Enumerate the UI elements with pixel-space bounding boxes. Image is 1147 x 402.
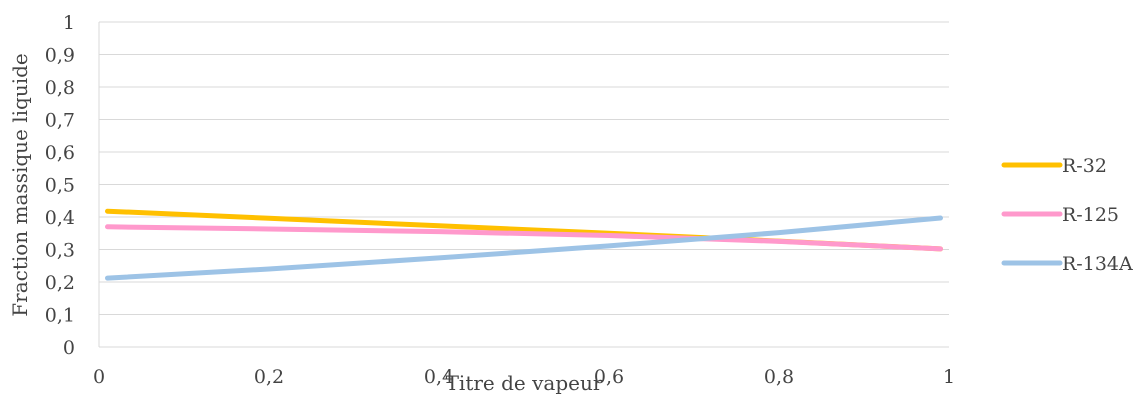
series-line-r-125 (105, 224, 943, 252)
x-tick-label: 0,8 (764, 366, 794, 388)
y-tick-label: 0,9 (45, 45, 75, 67)
y-tick-label: 0,3 (45, 240, 75, 262)
y-tick-label: 1 (63, 12, 75, 34)
legend-item: R-32 (1001, 155, 1107, 177)
legend-label: R-125 (1062, 204, 1119, 226)
y-tick-label: 0 (63, 337, 75, 359)
x-tick-label: 0,2 (254, 366, 284, 388)
legend: R-32 R-125 R-134A (1001, 155, 1133, 275)
axes: 0 0,1 0,2 0,3 0,4 0,5 0,6 0,7 0,8 0,9 1 0 0,2 0,4 0,6 0… (45, 12, 955, 388)
y-tick-label: 0,2 (45, 272, 75, 294)
y-tick-label: 0,6 (45, 142, 75, 164)
y-tick-label: 0,8 (45, 77, 75, 99)
x-tick-label: 0 (93, 366, 105, 388)
legend-label: R-32 (1062, 155, 1107, 177)
legend-label: R-134A (1062, 253, 1133, 275)
x-axis-title: Titre de vapeur (446, 371, 603, 395)
legend-item: R-134A (1001, 253, 1133, 275)
y-tick-label: 0,7 (45, 110, 75, 132)
x-tick-label: 1 (943, 366, 955, 388)
series-lines (105, 208, 943, 281)
legend-item: R-125 (1001, 204, 1119, 226)
gridlines (99, 21, 949, 348)
x-tick-label: 0,4 (424, 366, 454, 388)
y-tick-label: 0,5 (45, 175, 75, 197)
y-tick-label: 0,1 (45, 305, 75, 327)
y-tick-label: 0,4 (45, 207, 75, 229)
y-axis-title: Fraction massique liquide (8, 53, 32, 316)
x-tick-label: 0,6 (594, 366, 624, 388)
series-line-r-134a (105, 215, 943, 281)
